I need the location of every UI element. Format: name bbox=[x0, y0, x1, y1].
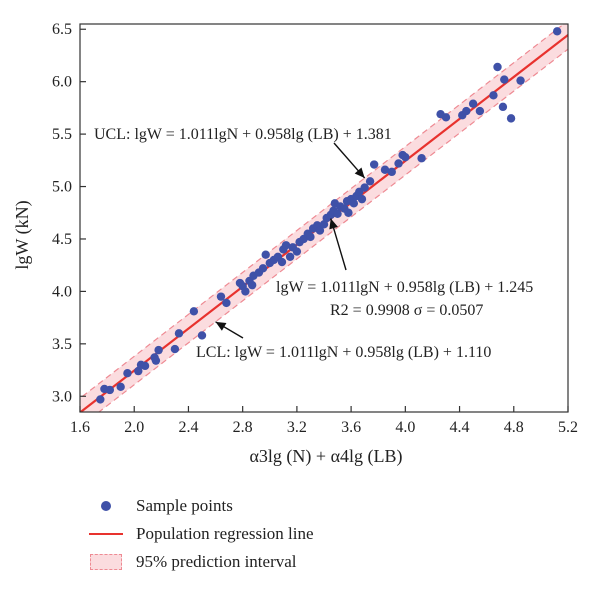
legend-item-points: Sample points bbox=[88, 492, 314, 520]
x-axis-title: α3lg (N) + α4lg (LB) bbox=[250, 446, 403, 467]
sample-point bbox=[140, 361, 150, 371]
sample-point bbox=[170, 344, 180, 354]
sample-point bbox=[285, 252, 295, 261]
sample-point bbox=[197, 331, 207, 340]
sample-point bbox=[357, 194, 367, 204]
sample-point bbox=[349, 199, 359, 208]
sample-point bbox=[306, 232, 315, 242]
y-tick-label: 3.5 bbox=[52, 336, 72, 353]
sample-point bbox=[401, 152, 410, 162]
x-tick-label: 2.0 bbox=[124, 419, 144, 436]
plot-frame bbox=[79, 23, 569, 413]
annotation-regression: lgW = 1.011lgN + 0.958lg (LB) + 1.245 bbox=[276, 279, 533, 296]
legend-label-points: Sample points bbox=[136, 496, 233, 515]
sample-point bbox=[417, 154, 426, 163]
plot-area: 1.6 2.0 2.4 2.8 3.2 3.6 4.0 4.4 4.8 5.2 3.0 3.5 4.0 4… bbox=[52, 21, 578, 436]
y-tick-label: 5.0 bbox=[52, 179, 72, 196]
arrow-lcl bbox=[215, 321, 244, 339]
sample-point bbox=[489, 91, 498, 100]
legend-item-band: 95% prediction interval bbox=[88, 548, 314, 576]
y-tick-label: 5.5 bbox=[52, 126, 72, 143]
sample-point bbox=[116, 382, 125, 392]
sample-point bbox=[96, 395, 105, 404]
sample-point bbox=[493, 62, 502, 72]
sample-point bbox=[216, 292, 226, 301]
legend-symbol-band bbox=[88, 552, 124, 572]
y-tick-label: 3.0 bbox=[52, 388, 72, 405]
sample-point bbox=[344, 208, 353, 217]
ucl-boundary-line bbox=[80, 24, 565, 400]
sample-point bbox=[500, 75, 509, 84]
sample-point bbox=[258, 264, 268, 273]
sample-point bbox=[189, 307, 199, 316]
arrow-ucl bbox=[333, 142, 366, 179]
sample-point bbox=[462, 106, 471, 116]
sample-point bbox=[222, 298, 231, 308]
sample-point bbox=[441, 113, 451, 122]
x-tick-label: 4.8 bbox=[504, 419, 524, 436]
annotation-stats: R2 = 0.9908 σ = 0.0507 bbox=[330, 302, 483, 319]
legend-label-line: Population regression line bbox=[136, 524, 314, 543]
sample-point bbox=[105, 385, 115, 395]
sample-point bbox=[365, 177, 375, 186]
legend: Sample points Population regression line… bbox=[88, 492, 314, 576]
x-tick-label: 2.4 bbox=[178, 419, 198, 436]
lcl-boundary-line bbox=[97, 48, 568, 412]
y-tick-label: 4.0 bbox=[52, 283, 72, 300]
sample-point bbox=[506, 114, 516, 123]
scatter-chart: 1.6 2.0 2.4 2.8 3.2 3.6 4.0 4.4 4.8 5.2 3.0 3.5 4.0 4… bbox=[12, 21, 578, 467]
sample-point bbox=[360, 183, 369, 192]
sample-point bbox=[552, 27, 562, 36]
sample-point bbox=[174, 329, 184, 338]
sample-point bbox=[387, 167, 396, 177]
sample-point bbox=[319, 220, 329, 229]
x-tick-label: 3.2 bbox=[287, 419, 307, 436]
x-tick-label: 4.0 bbox=[395, 419, 415, 436]
sample-point bbox=[123, 369, 132, 378]
sample-point bbox=[468, 99, 478, 108]
sample-point bbox=[516, 76, 525, 85]
plot-clip-group bbox=[80, 24, 568, 412]
x-tick-label: 4.4 bbox=[450, 419, 470, 436]
y-axis-title: lgW (kN) bbox=[12, 200, 33, 269]
sample-point bbox=[475, 106, 485, 116]
sample-point bbox=[292, 247, 302, 256]
y-tick-label: 6.5 bbox=[52, 21, 72, 38]
y-tick-label: 4.5 bbox=[52, 231, 72, 248]
x-tick-label: 1.6 bbox=[70, 419, 90, 436]
sample-point bbox=[151, 356, 161, 365]
sample-point bbox=[261, 250, 270, 259]
x-tick-label: 3.6 bbox=[341, 419, 361, 436]
arrow-regression bbox=[329, 218, 347, 271]
legend-symbol-dot bbox=[88, 496, 124, 516]
annotation-lcl: LCL: lgW = 1.011lgN + 0.958lg (LB) + 1.1… bbox=[196, 344, 491, 361]
sample-point bbox=[380, 165, 390, 174]
legend-label-band: 95% prediction interval bbox=[136, 552, 297, 571]
x-tick-label: 2.8 bbox=[233, 419, 253, 436]
sample-point bbox=[241, 287, 250, 296]
sample-point bbox=[498, 102, 508, 112]
legend-item-line: Population regression line bbox=[88, 520, 314, 548]
sample-point bbox=[247, 280, 257, 290]
sample-point bbox=[315, 226, 325, 235]
x-tick-label: 5.2 bbox=[558, 419, 578, 436]
sample-point bbox=[281, 241, 291, 250]
sample-point bbox=[134, 366, 143, 376]
annotation-ucl: UCL: lgW = 1.011lgN + 0.958lg (LB) + 1.3… bbox=[94, 126, 392, 143]
legend-symbol-line bbox=[88, 524, 124, 544]
sample-point bbox=[277, 257, 287, 267]
sample-point bbox=[394, 159, 403, 168]
sample-point bbox=[369, 160, 379, 169]
y-tick-label: 6.0 bbox=[52, 74, 72, 91]
sample-point bbox=[154, 345, 163, 355]
sample-point bbox=[333, 209, 342, 219]
